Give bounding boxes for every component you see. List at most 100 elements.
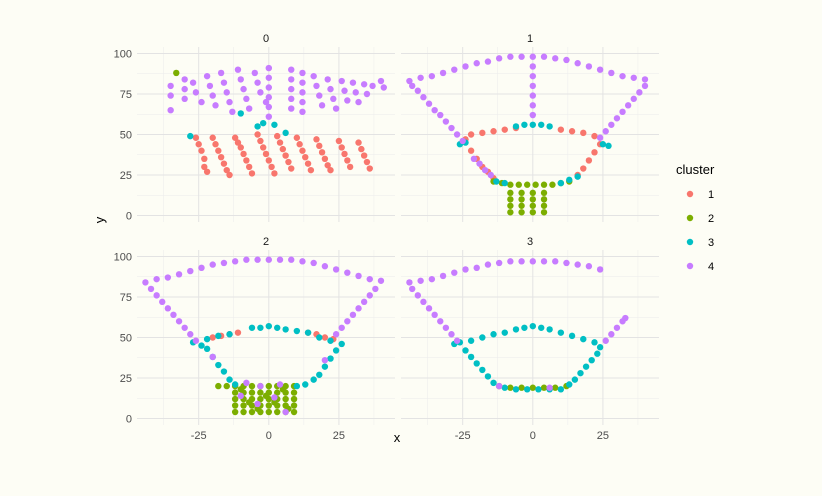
data-point-cluster-4 [574,261,581,268]
data-point-cluster-4 [585,263,593,270]
data-point-cluster-4 [529,53,537,60]
data-point-cluster-4 [349,79,357,86]
data-point-cluster-1 [344,157,351,164]
data-point-cluster-3 [293,382,301,390]
data-point-cluster-1 [226,171,233,179]
data-point-cluster-4 [288,85,295,93]
data-point-cluster-4 [318,102,326,109]
data-point-cluster-4 [360,298,368,306]
data-point-cluster-4 [324,76,331,83]
data-point-cluster-2 [540,202,548,209]
data-point-cluster-4 [355,272,362,280]
data-point-cluster-3 [215,361,222,369]
data-point-cluster-4 [187,331,194,338]
data-point-cluster-4 [406,77,413,85]
data-point-cluster-4 [608,121,615,128]
data-point-cluster-3 [467,353,475,361]
data-point-cluster-1 [223,166,230,174]
data-point-cluster-4 [271,394,278,401]
data-point-cluster-4 [442,324,450,331]
data-point-cluster-3 [259,119,267,127]
data-point-cluster-3 [599,141,607,148]
x-tick-label: 25 [333,430,345,442]
data-point-cluster-1 [254,131,261,138]
data-point-cluster-4 [529,102,537,109]
data-point-cluster-3 [274,324,281,331]
x-tick-label: -25 [455,430,471,442]
data-point-cluster-3 [557,179,565,187]
data-point-cluster-3 [577,369,584,377]
data-point-cluster-1 [366,165,373,172]
data-point-cluster-4 [529,258,537,265]
data-point-cluster-1 [220,160,228,167]
data-point-cluster-4 [473,264,480,272]
data-point-cluster-3 [310,376,317,383]
data-point-cluster-1 [321,155,329,163]
data-point-cluster-2 [279,386,287,393]
data-point-cluster-1 [358,145,365,153]
data-point-cluster-2 [282,395,289,403]
data-point-cluster-4 [265,64,273,72]
data-point-cluster-4 [265,94,273,101]
data-point-cluster-4 [153,292,160,299]
data-point-cluster-4 [355,305,362,312]
data-point-cluster-1 [363,158,371,166]
data-point-cluster-4 [619,108,626,116]
data-point-cluster-2 [515,181,522,188]
data-point-cluster-4 [459,137,466,145]
data-point-cluster-4 [641,76,649,83]
data-point-cluster-1 [217,153,225,161]
data-point-cluster-1 [231,134,239,141]
data-point-cluster-1 [192,134,200,141]
data-point-cluster-4 [417,74,424,81]
data-point-cluster-3 [282,129,289,137]
data-point-cluster-4 [330,95,337,103]
data-point-cluster-4 [451,269,458,276]
data-point-cluster-3 [529,121,537,128]
data-point-cluster-4 [425,305,433,312]
data-point-cluster-2 [540,196,548,203]
data-point-cluster-3 [327,337,334,344]
data-point-cluster-3 [215,332,222,340]
data-point-cluster-2 [231,402,239,409]
data-point-cluster-4 [310,72,317,80]
data-point-cluster-2 [529,209,537,216]
data-point-cluster-1 [245,163,253,171]
data-point-cluster-4 [316,92,323,99]
data-point-cluster-1 [268,163,275,171]
data-point-cluster-1 [355,139,362,146]
y-tick-label: 75 [120,89,132,101]
data-point-cluster-1 [335,137,343,145]
facet-panel-2: 2 0 25 50 75 100 -25 0 25 [114,236,395,442]
data-point-cluster-2 [231,395,239,403]
data-point-cluster-1 [240,150,247,158]
legend-label: 1 [708,189,714,201]
data-point-cluster-4 [181,95,188,103]
data-point-cluster-3 [473,360,480,367]
data-point-cluster-2 [223,382,230,390]
x-tick-label: 0 [530,430,536,442]
data-point-cluster-4 [265,74,273,81]
data-point-cluster-2 [518,202,525,209]
data-point-cluster-4 [619,72,626,80]
data-point-cluster-1 [307,166,315,174]
data-point-cluster-2 [507,196,514,203]
data-point-cluster-4 [366,275,373,283]
facet-panel-0: 0 0 25 50 75 100 [114,33,395,223]
data-point-cluster-4 [563,259,570,267]
data-point-cluster-1 [467,131,475,138]
data-point-cluster-4 [243,379,250,387]
data-point-cluster-4 [327,85,334,93]
data-point-cluster-2 [532,181,539,188]
data-point-cluster-3 [226,331,233,338]
data-point-cluster-4 [344,318,351,325]
data-point-cluster-4 [495,259,503,267]
data-point-cluster-4 [192,337,200,344]
data-point-cluster-3 [523,386,531,393]
data-point-cluster-4 [198,98,205,106]
data-point-cluster-1 [299,147,306,154]
data-point-cluster-4 [363,90,371,98]
data-point-cluster-1 [285,158,292,166]
data-point-cluster-4 [377,77,385,85]
data-point-cluster-3 [226,376,233,383]
